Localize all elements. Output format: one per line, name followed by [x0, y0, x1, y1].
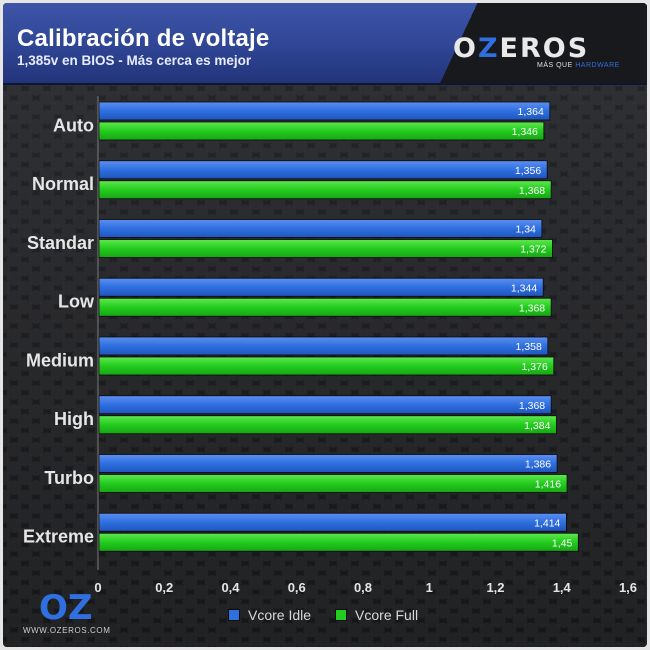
category-label: Standar [27, 233, 94, 253]
logo-tagline: MÁS QUE HARDWARE [537, 62, 620, 69]
data-label: 1,416 [535, 479, 561, 491]
bar-vcore-idle [98, 101, 551, 121]
category-label: Low [58, 292, 95, 312]
x-tick-label: 1,4 [553, 580, 572, 595]
logo-eros: EROS [499, 33, 590, 64]
legend-swatch-full [335, 609, 348, 621]
bar-vcore-idle [98, 277, 544, 297]
data-label: 1,386 [525, 459, 551, 471]
data-label: 1,358 [516, 341, 542, 353]
data-label: 1,384 [524, 420, 550, 432]
x-tick-label: 0,6 [288, 580, 306, 595]
corner-logo: OZ WWW.OZEROS.COM [23, 588, 133, 647]
bar-vcore-full [98, 121, 545, 141]
bar-vcore-full [98, 239, 553, 258]
chart-frame: Calibración de voltaje 1,385v en BIOS - … [3, 3, 647, 647]
category-label: Medium [26, 350, 94, 370]
x-tick-label: 1,2 [486, 580, 504, 595]
legend-swatch-idle [228, 609, 240, 621]
corner-logo-mark: OZ [39, 588, 93, 628]
legend: Vcore Idle Vcore Full [228, 607, 418, 623]
chart-subtitle: 1,385v en BIOS - Más cerca es mejor [17, 53, 252, 68]
data-label: 1,368 [519, 185, 545, 197]
category-label: High [54, 409, 94, 429]
chart-title: Calibración de voltaje [17, 25, 270, 52]
bar-vcore-full [98, 356, 555, 376]
x-tick-label: 0,4 [221, 580, 240, 595]
category-label: Extreme [23, 527, 94, 547]
chart-header: Calibración de voltaje 1,385v en BIOS - … [3, 3, 647, 85]
data-label: 1,368 [519, 400, 545, 412]
bar-vcore-full [98, 297, 552, 317]
legend-label-full: Vcore Full [355, 607, 419, 623]
data-label: 1,414 [534, 517, 560, 529]
bar-vcore-full [98, 474, 568, 493]
bar-vcore-full [98, 415, 557, 435]
category-label: Turbo [44, 468, 94, 488]
category-label: Normal [32, 174, 94, 194]
data-label: 1,34 [515, 224, 536, 236]
data-label: 1,346 [512, 126, 538, 138]
corner-logo-url: WWW.OZEROS.COM [23, 626, 111, 635]
x-tick-label: 0,2 [155, 580, 173, 595]
x-tick-label: 0 [94, 580, 101, 595]
bar-vcore-idle [98, 160, 548, 180]
data-label: 1,356 [515, 165, 541, 177]
bar-vcore-idle [98, 336, 549, 356]
data-label: 1,372 [520, 244, 546, 256]
bar-vcore-full [98, 532, 579, 552]
data-label: 1,376 [522, 361, 548, 373]
bar-vcore-idle [98, 454, 558, 473]
data-label: 1,45 [552, 537, 573, 549]
legend-label-idle: Vcore Idle [248, 607, 312, 623]
category-label: Auto [53, 115, 94, 135]
logo-z: Z [477, 33, 500, 64]
ozeros-logo: OZEROS MÁS QUE HARDWARE [453, 33, 643, 77]
legend-item-idle: Vcore Idle [228, 607, 311, 623]
data-label: 1,368 [519, 302, 545, 314]
bar-vcore-idle [98, 512, 567, 532]
legend-item-full: Vcore Full [335, 607, 418, 623]
header-dark-panel [397, 3, 647, 83]
data-label: 1,364 [518, 106, 544, 118]
bar-chart: Auto 1,364 1,346 Normal 1,356 1,368 Standar 1,3… [23, 96, 637, 595]
x-tick-label: 1,6 [619, 580, 637, 595]
data-label: 1,344 [511, 282, 537, 294]
bar-vcore-idle [98, 395, 552, 415]
x-tick-label: 1 [426, 580, 433, 595]
x-tick-label: 0,8 [354, 580, 372, 595]
bar-vcore-idle [98, 219, 543, 238]
logo-o: O [453, 33, 478, 64]
bar-vcore-full [98, 180, 552, 200]
